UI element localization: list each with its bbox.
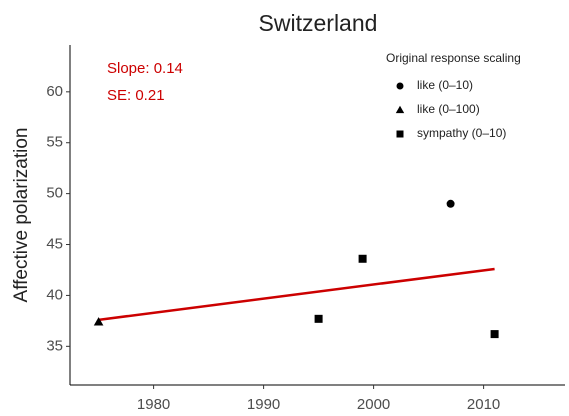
x-tick-label: 2010 [467, 396, 500, 413]
legend-marker [396, 82, 404, 90]
point [446, 199, 455, 208]
point [358, 254, 367, 263]
y-tick-label: 60 [46, 83, 63, 100]
y-tick-label: 55 [46, 134, 63, 151]
legend-marker [395, 105, 405, 114]
x-tick-label: 2000 [357, 396, 390, 413]
legend-label: like (0–10) [417, 78, 473, 92]
trend-line [98, 267, 495, 322]
y-axis-label: Affective polarization [11, 128, 32, 303]
legend-label: sympathy (0–10) [417, 126, 506, 140]
y-tick-label: 50 [46, 185, 63, 202]
y-tick-label: 35 [46, 337, 63, 354]
point [314, 314, 323, 323]
chart-title: Switzerland [259, 10, 378, 36]
legend-marker [396, 130, 404, 138]
legend-title: Original response scaling [386, 51, 521, 65]
y-tick-label: 40 [46, 286, 63, 303]
y-tick-label: 45 [46, 235, 63, 252]
legend-label: like (0–100) [417, 102, 480, 116]
annotation: SE: 0.21 [107, 87, 165, 104]
annotation: Slope: 0.14 [107, 60, 183, 77]
x-tick-label: 1980 [137, 396, 170, 413]
point [93, 317, 104, 326]
point [490, 330, 499, 339]
x-tick-label: 1990 [247, 396, 280, 413]
